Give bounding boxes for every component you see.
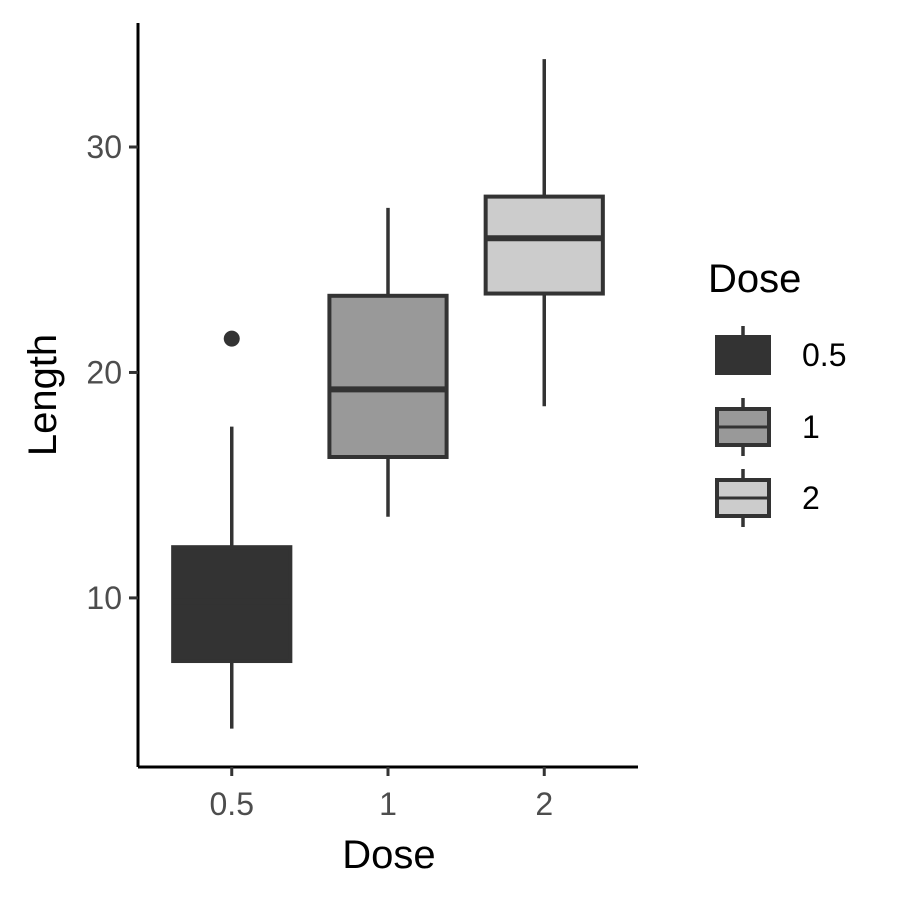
box-group-0.5: [171, 330, 293, 729]
legend-title: Dose: [708, 257, 801, 301]
x-tick-label: 1: [379, 786, 397, 822]
legend-key: [715, 335, 771, 375]
legend-item-1: 1: [715, 398, 820, 456]
x-tick-label: 0.5: [210, 786, 254, 822]
y-tick-label: 10: [86, 580, 122, 616]
x-tick-label: 2: [535, 786, 553, 822]
x-axis: 0.5 1 2: [138, 765, 638, 822]
y-axis-title: Length: [21, 334, 65, 456]
legend: Dose 0.5 1 2: [708, 257, 846, 527]
legend-label: 0.5: [802, 337, 846, 373]
y-tick-label: 30: [86, 129, 122, 165]
y-axis: 10 20 30: [86, 23, 140, 767]
legend-label: 2: [802, 480, 820, 516]
box-group-1: [327, 207, 449, 517]
legend-item-2: 2: [715, 469, 820, 527]
x-axis-title: Dose: [342, 833, 435, 877]
plot-area: [171, 59, 605, 729]
legend-label: 1: [802, 409, 820, 445]
outlier-point: [223, 330, 240, 347]
box-group-2: [483, 59, 605, 407]
legend-item-0.5: 0.5: [715, 326, 846, 375]
box: [327, 293, 449, 459]
y-tick-label: 20: [86, 354, 122, 390]
box: [483, 194, 605, 296]
